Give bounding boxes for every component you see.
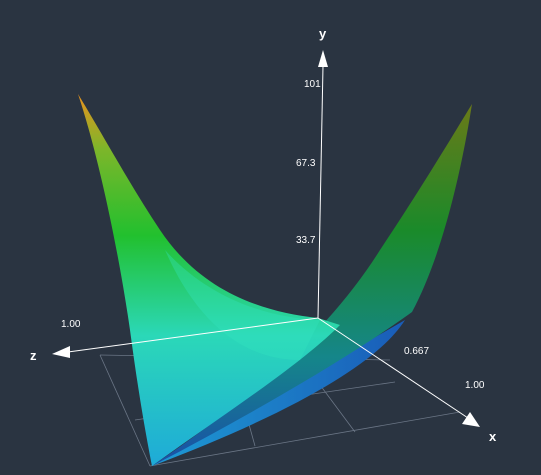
- x-axis-label: x: [489, 429, 497, 444]
- y-tick-label: 101: [304, 79, 321, 90]
- grid-line: [99, 354, 151, 467]
- surface-right-face: [152, 104, 472, 466]
- x-tick-label: 1.00: [465, 380, 485, 391]
- axis-names: y z x: [30, 26, 497, 444]
- z-axis-line: [67, 317, 319, 353]
- y-axis-arrow: [318, 50, 328, 67]
- y-tick-label: 33.7: [296, 235, 316, 246]
- z-tick-label: 1.00: [61, 319, 81, 330]
- surface: [78, 94, 472, 466]
- tick-labels: 33.7 67.3 101 1.00 0.667 1.00: [61, 79, 485, 391]
- axes: [52, 50, 480, 427]
- surface-left-face: [78, 94, 340, 466]
- z-axis-arrow: [52, 346, 70, 358]
- y-tick-label: 67.3: [296, 158, 316, 169]
- y-axis-line: [317, 65, 324, 319]
- grid-line: [149, 411, 461, 467]
- x-axis-arrow: [462, 412, 480, 427]
- y-axis-label: y: [319, 26, 327, 41]
- x-axis-line: [317, 317, 469, 419]
- x-tick-label: 0.667: [404, 346, 429, 357]
- z-axis-label: z: [30, 348, 37, 363]
- surface-highlight: [165, 250, 320, 360]
